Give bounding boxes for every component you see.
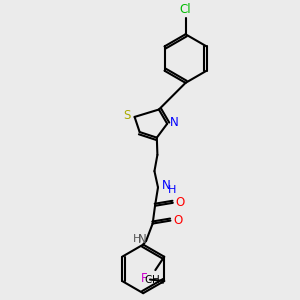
Text: N: N xyxy=(162,179,171,192)
Text: O: O xyxy=(176,196,185,209)
Text: F: F xyxy=(141,272,148,286)
Text: N: N xyxy=(137,233,146,246)
Text: Cl: Cl xyxy=(180,3,191,16)
Text: S: S xyxy=(124,109,131,122)
Text: CH$_3$: CH$_3$ xyxy=(144,273,165,287)
Text: H: H xyxy=(132,234,141,244)
Text: N: N xyxy=(170,116,179,129)
Text: H: H xyxy=(168,185,176,195)
Text: O: O xyxy=(173,214,183,226)
